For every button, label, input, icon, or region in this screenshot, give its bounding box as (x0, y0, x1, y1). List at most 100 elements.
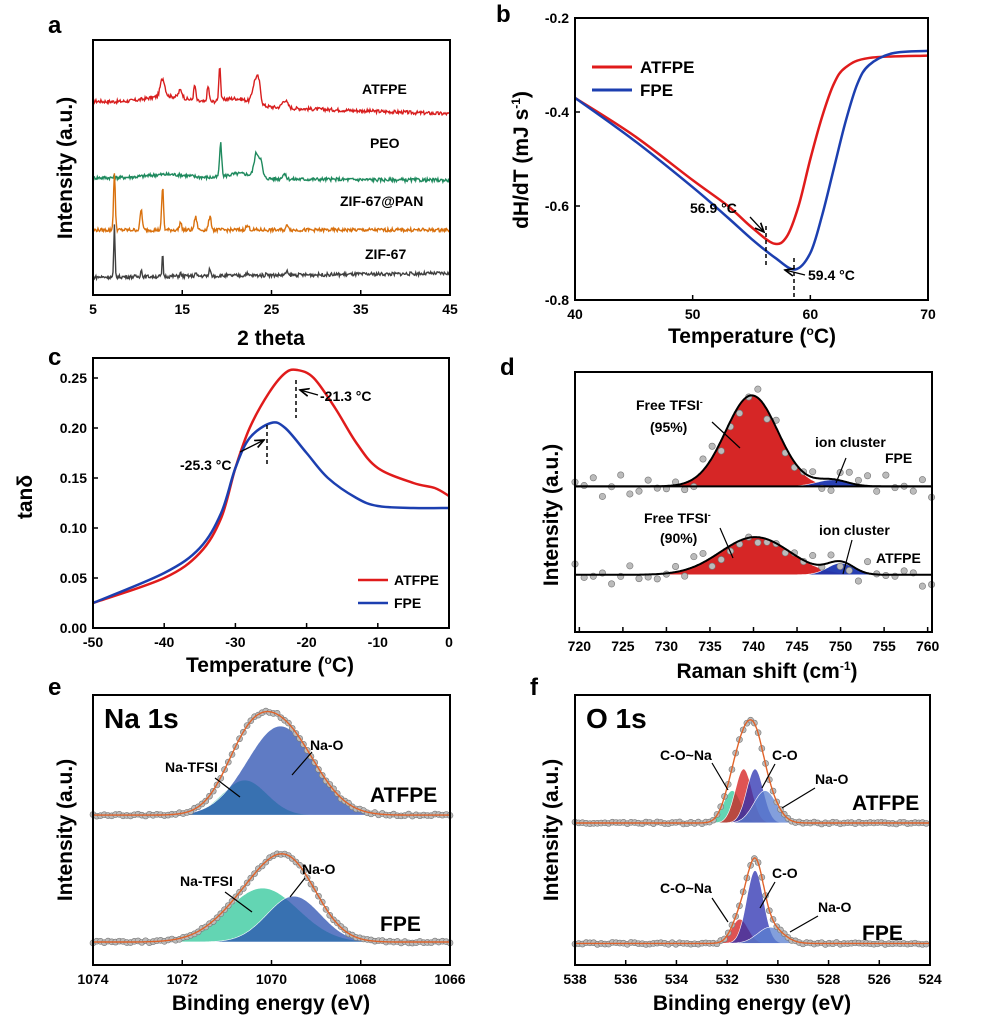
annotation-leader (759, 881, 776, 909)
series-line-zif-67 (92, 224, 451, 282)
label-atfpe: ATFPE (876, 550, 921, 566)
x-tick-label: 35 (353, 301, 369, 317)
x-tick-label: 526 (868, 971, 892, 987)
x-tick-label: 536 (614, 971, 638, 987)
annotation-leader (781, 787, 816, 809)
data-point (918, 476, 926, 484)
label-free-tfsi-fpe: Free TFSI- (636, 397, 703, 413)
annotation-atfpe-peak: -21.3 °C (320, 388, 372, 404)
x-tick-label: 735 (698, 638, 722, 654)
x-tick-label: 730 (655, 638, 679, 654)
x-tick-label: 750 (829, 638, 853, 654)
data-point (763, 415, 771, 423)
panel-title-e: Na 1s (104, 703, 179, 734)
data-point (690, 553, 698, 561)
plot-frame (574, 17, 929, 301)
x-tick-label: 0 (445, 634, 453, 650)
data-point (626, 490, 634, 498)
x-tick-label: -20 (296, 634, 316, 650)
x-tick-label: 760 (916, 638, 940, 654)
x-tick-label: 40 (567, 306, 583, 322)
y-axis-label-b: dH/dT (mJ s-1) (509, 91, 533, 229)
x-axis-label-b: Temperature (oC) (668, 324, 836, 348)
envelope-line-fpe (575, 857, 930, 945)
annotation-leader (711, 897, 729, 923)
plot-frame (574, 694, 931, 966)
annotation-leader (711, 762, 729, 791)
data-point (608, 580, 616, 588)
label-na-tfsi-fpe: Na-TFSI (180, 873, 233, 889)
data-point (653, 575, 661, 583)
x-tick-label: 60 (803, 306, 819, 322)
label-ion-cluster-atfpe: ion cluster (819, 522, 890, 538)
data-point (717, 447, 725, 455)
x-axis-label-a: 2 theta (237, 327, 305, 350)
annotation-leader (214, 777, 241, 798)
annotation-leader (789, 915, 819, 933)
annotation-leader (289, 877, 306, 898)
data-point (854, 476, 862, 484)
series-label-peo: PEO (370, 135, 400, 151)
data-point (845, 567, 853, 575)
series-line-zif-67@pan (92, 173, 451, 235)
series-label-zif67-pan: ZIF-67@PAN (340, 193, 423, 209)
data-point (644, 476, 652, 484)
x-tick-label: 720 (568, 638, 592, 654)
label-na-o-atfpe: Na-O (815, 771, 849, 787)
annotation-arrow (300, 390, 319, 395)
label-fpe: FPE (380, 913, 421, 936)
legend-label-fpe: FPE (394, 595, 421, 611)
x-tick-label: 755 (872, 638, 896, 654)
y-axis-label-c: tanδ (14, 475, 37, 519)
x-tick-label: -10 (368, 634, 388, 650)
chart-panel-e: 1074 1072 1070 1068 1066 (77, 694, 466, 987)
y-tick-label: 0.00 (60, 620, 87, 636)
x-tick-label: -40 (154, 634, 174, 650)
panel-label-e: e (48, 674, 61, 701)
data-point (717, 556, 725, 564)
data-point (754, 385, 762, 393)
x-tick-label: 15 (174, 301, 190, 317)
annotation-leader (711, 421, 741, 449)
series-line-peo (92, 142, 451, 185)
data-point (809, 468, 817, 476)
data-point (918, 582, 926, 590)
data-point (882, 471, 890, 479)
envelope-line-fpe (93, 853, 450, 943)
panel-title-f: O 1s (586, 703, 647, 734)
data-point (635, 487, 643, 495)
chart-panel-c: -50 -40 -30 -20 -10 0 0.00 0.05 0.10 0.15 0.20 0.25 (60, 357, 453, 650)
label-c-o-na-fpe: C-O~Na (660, 880, 712, 896)
annotation-arrow (749, 216, 764, 232)
y-tick-label: 0.25 (60, 370, 87, 386)
annotation-leader (719, 527, 734, 559)
data-point (708, 442, 716, 450)
x-axis-label-d: Raman shift (cm-1) (676, 659, 857, 683)
chart-panel-b: 40 50 60 70 -0.8 -0.6 -0.4 -0.2 (545, 10, 936, 322)
data-point (809, 552, 817, 560)
x-tick-label: 740 (742, 638, 766, 654)
x-tick-label: 1070 (256, 971, 287, 987)
x-tick-label: 1074 (77, 971, 108, 987)
data-point (681, 572, 689, 580)
y-tick-label: -0.8 (545, 292, 569, 308)
x-tick-label: 534 (665, 971, 689, 987)
x-tick-label: 50 (685, 306, 701, 322)
annotation-leader (291, 751, 313, 776)
data-point (827, 551, 835, 559)
y-tick-label: 0.05 (60, 570, 87, 586)
y-axis-label-f: Intensity (a.u.) (540, 759, 563, 901)
plot-frame (92, 357, 450, 629)
data-point (708, 562, 716, 570)
x-tick-label: 745 (785, 638, 809, 654)
label-atfpe: ATFPE (370, 784, 437, 807)
data-point (672, 562, 680, 570)
y-tick-label: 0.15 (60, 470, 87, 486)
label-na-tfsi-atfpe: Na-TFSI (165, 759, 218, 775)
y-axis-label-d: Intensity (a.u.) (540, 444, 563, 586)
annotation-atfpe-peak: 56.9 °C (690, 200, 737, 216)
data-point (836, 562, 844, 570)
chart-panel-f: 538 536 534 532 530 528 526 524 (563, 694, 942, 987)
data-point (845, 468, 853, 476)
